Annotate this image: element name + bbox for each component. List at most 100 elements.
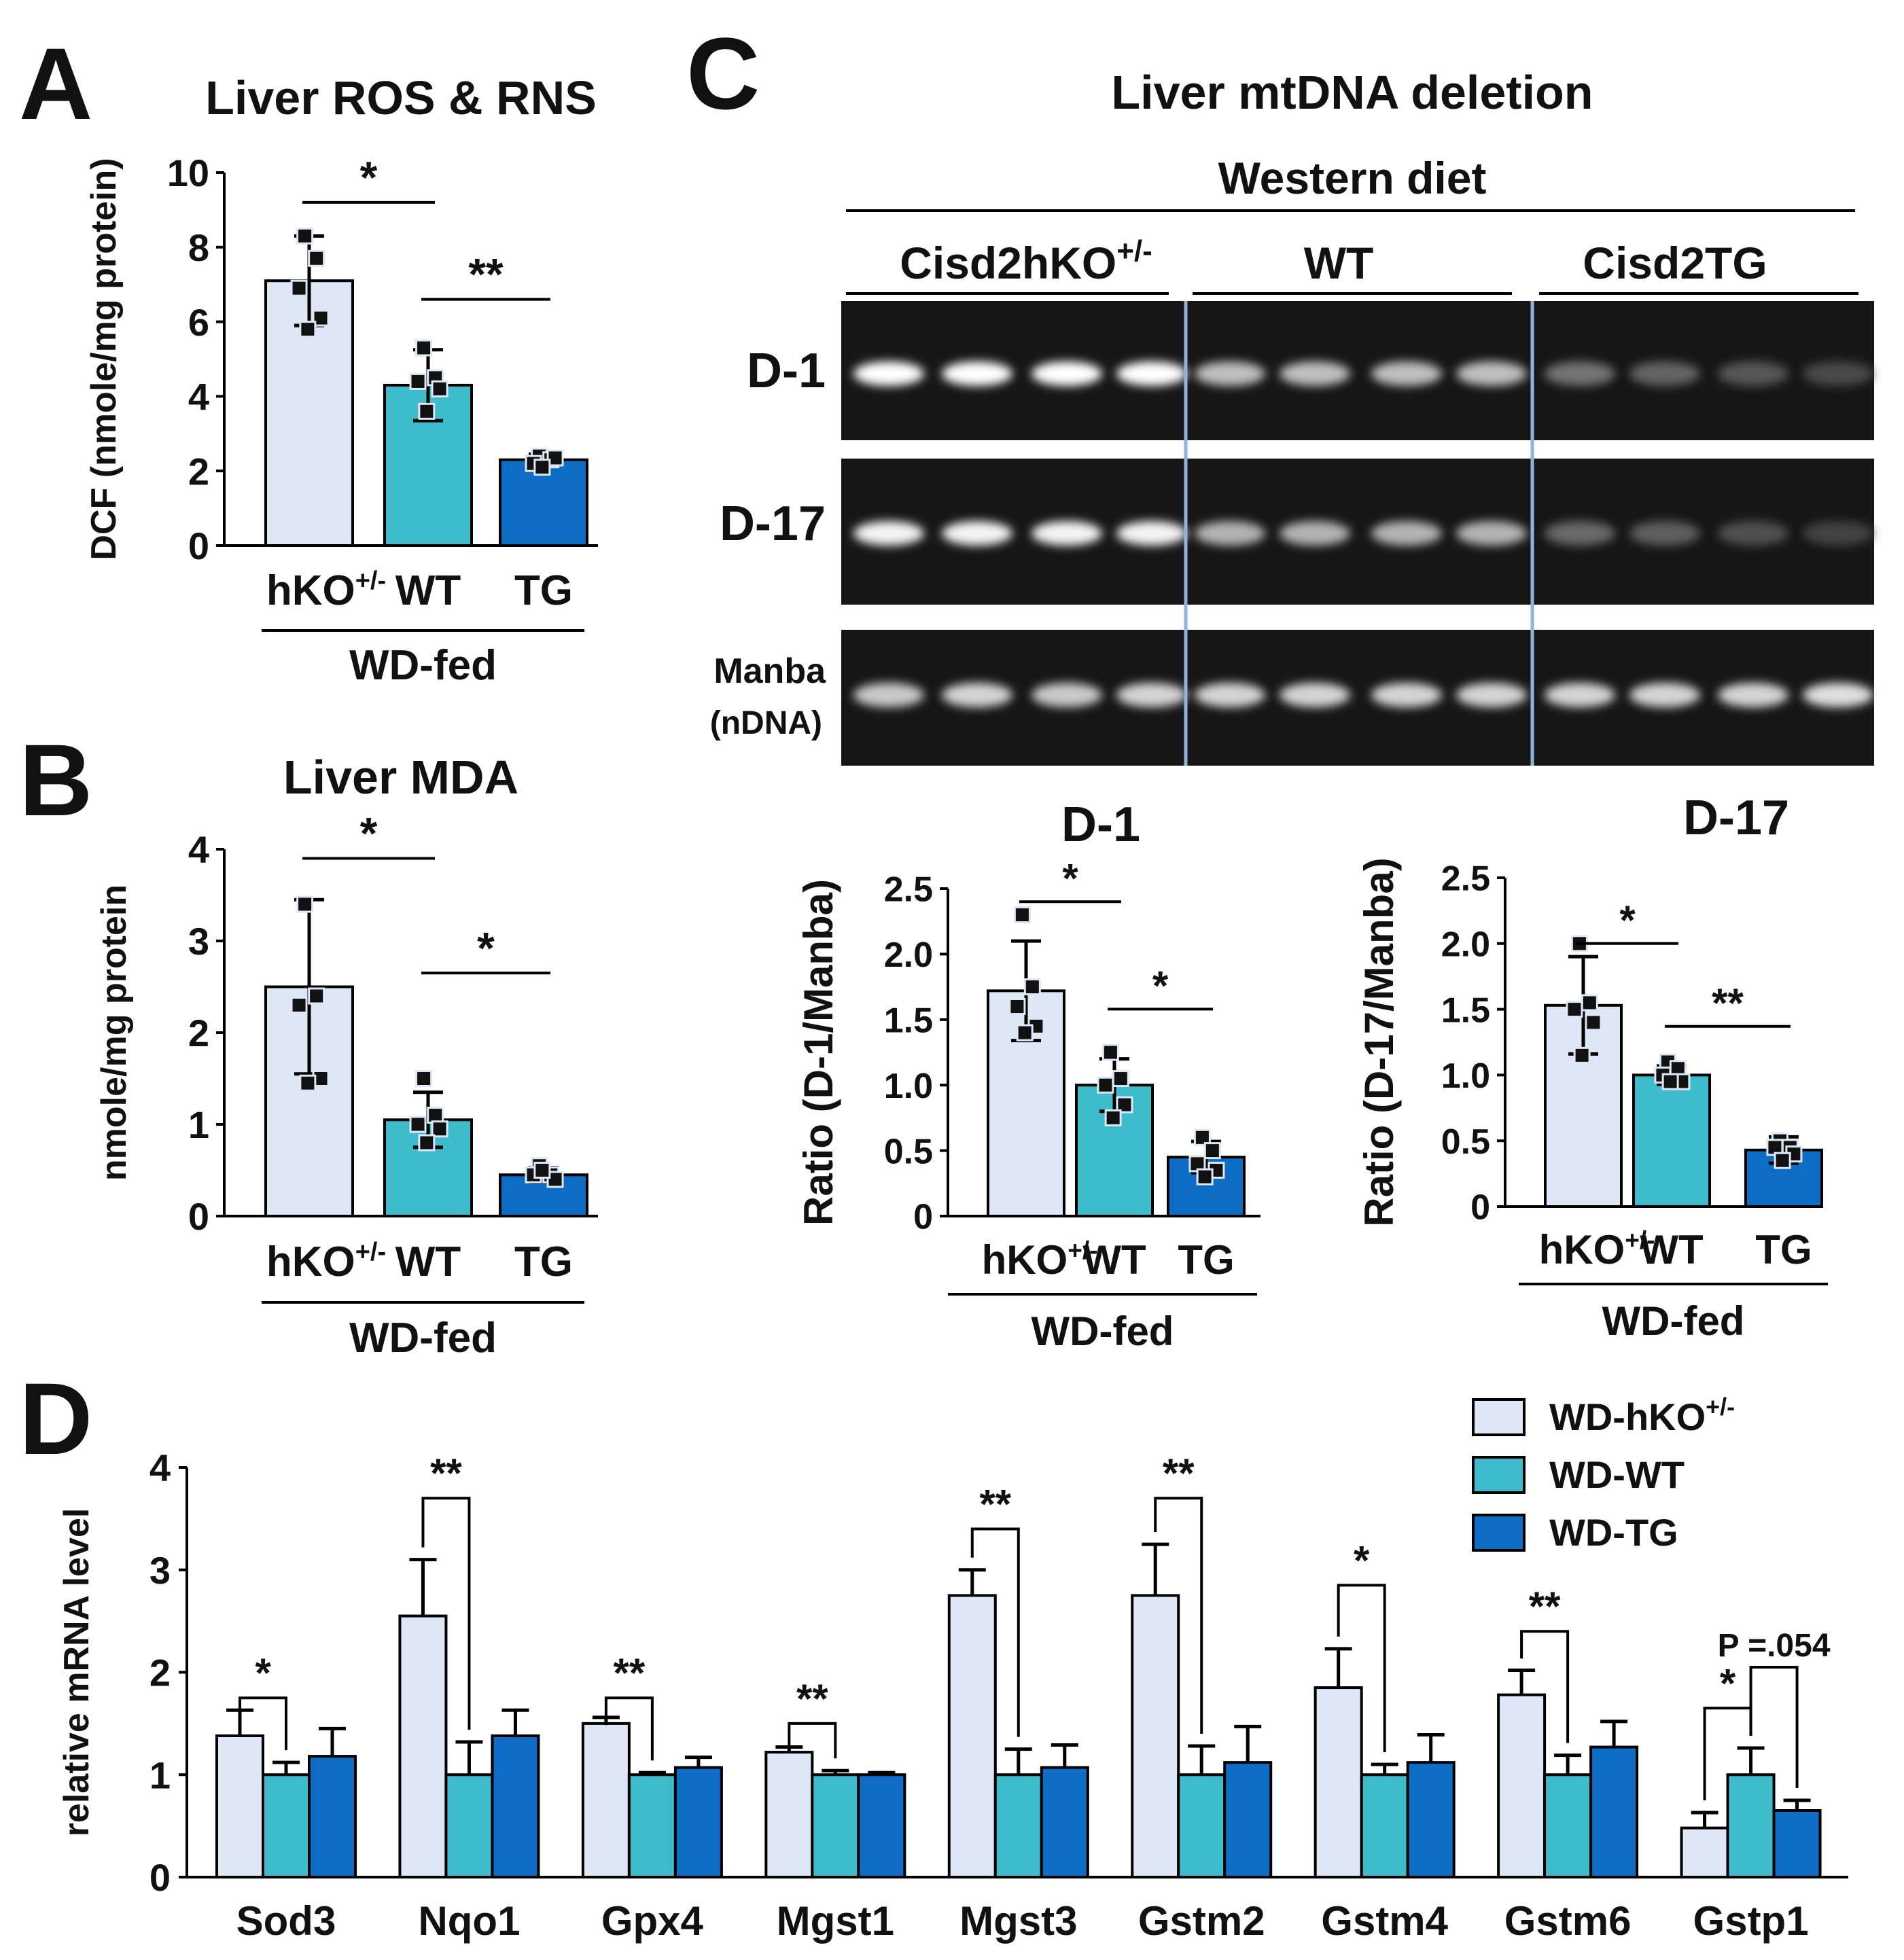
- x-tick-label-wt-text: WT: [1082, 1237, 1146, 1283]
- gel-band: [1280, 683, 1350, 707]
- y-tick-label: 0.5: [1441, 1122, 1490, 1162]
- data-point-wt: [1112, 1070, 1129, 1088]
- data-point-wt: [1097, 1076, 1114, 1094]
- x-tick-label: Nqo1: [418, 1898, 520, 1944]
- y-axis-label: DCF (nmole/mg protein): [84, 158, 124, 560]
- data-point-hko: [1585, 1014, 1602, 1031]
- x-tick-label-tg-text: TG: [514, 567, 573, 614]
- y-tick-label: 4: [188, 376, 209, 418]
- bar-tg: [491, 1734, 540, 1879]
- gel-band: [1545, 683, 1615, 707]
- gel-band: [1456, 683, 1527, 707]
- x-tick-label-tg: TG: [514, 567, 573, 614]
- x-tick-label-tg-text: TG: [1178, 1237, 1234, 1283]
- x-tick-label: Gstm2: [1138, 1898, 1265, 1944]
- gel-band: [942, 521, 1012, 546]
- gel-band: [942, 683, 1012, 707]
- bar-tg: [673, 1766, 723, 1879]
- bar-tg: [1223, 1761, 1273, 1878]
- gel-band: [853, 683, 924, 707]
- bar-hko: [1131, 1594, 1180, 1878]
- gel-band: [1280, 521, 1350, 546]
- bar-hko: [764, 1751, 814, 1878]
- y-tick-label: 2: [188, 1012, 209, 1054]
- significance-label: **: [468, 249, 504, 300]
- gel-band: [1371, 361, 1442, 386]
- significance-label: **: [979, 1481, 1011, 1527]
- data-point-wt: [415, 339, 433, 357]
- significance-label: *: [255, 1650, 271, 1696]
- significance-label: **: [1163, 1450, 1195, 1496]
- significance-bracket: [1749, 1665, 1799, 1788]
- gel-band: [1032, 521, 1102, 546]
- x-tick-label-hko-text: hKO: [982, 1237, 1068, 1283]
- x-tick-label: Gpx4: [601, 1898, 704, 1944]
- y-tick-label: 1: [188, 1103, 209, 1146]
- significance-bracket: [421, 1497, 471, 1730]
- gel-band: [1803, 521, 1873, 546]
- gel-band: [1456, 361, 1527, 386]
- panel-letter-b: B: [19, 723, 92, 837]
- x-tick-label-hko-text: hKO: [266, 567, 355, 614]
- x-tick-label-wt-text: WT: [1640, 1227, 1703, 1272]
- x-tick-label-hko-sup: +/-: [1068, 1236, 1097, 1264]
- legend-label-hko: WD-hKO+/-: [1549, 1393, 1735, 1438]
- significance-label: *: [1720, 1660, 1736, 1706]
- data-point-hko: [1013, 906, 1031, 924]
- significance-label: *: [360, 808, 378, 859]
- gel-row-label-manba: Manba: [713, 652, 826, 691]
- bar-wt: [1177, 1773, 1227, 1878]
- y-tick-label: 3: [188, 920, 209, 963]
- gel-band: [1803, 683, 1873, 707]
- bar-hko: [398, 1614, 448, 1878]
- data-point-hko: [308, 249, 325, 267]
- chart-mrna-levels: relative mRNA level 0 1 2 3 4 Sod3 Nqo1 Gpx4 Mgst…: [57, 1393, 1848, 1944]
- x-tick-label-tg: TG: [1755, 1227, 1812, 1272]
- y-tick-label: 8: [188, 226, 209, 269]
- gel-title: Liver mtDNA deletion: [1111, 66, 1593, 119]
- y-tick-label: 1.5: [884, 1001, 933, 1041]
- data-point-wt: [427, 1107, 444, 1124]
- data-point-tg: [546, 449, 564, 467]
- group-label: WD-fed: [349, 642, 497, 689]
- y-axis-label: Ratio (D-1/Manba): [796, 879, 841, 1226]
- y-tick-label: 2.0: [1441, 925, 1490, 965]
- bar-wt: [262, 1773, 311, 1878]
- bar-hko: [1497, 1693, 1547, 1879]
- y-tick-label: 2.0: [884, 936, 933, 975]
- data-point-tg: [1203, 1142, 1221, 1160]
- significance-label: **: [1712, 980, 1744, 1026]
- panel-letter-d: D: [19, 1361, 92, 1476]
- significance-bracket: [788, 1722, 837, 1759]
- y-tick-label: 0: [149, 1856, 171, 1899]
- gel-group-wt: WT: [1304, 238, 1374, 288]
- x-tick-label-wt: WT: [1082, 1237, 1146, 1283]
- significance-label: **: [430, 1450, 462, 1496]
- x-tick-label-wt: WT: [1640, 1227, 1703, 1272]
- gel-band: [1116, 361, 1187, 386]
- data-point-wt: [418, 1134, 436, 1152]
- gel-band: [1545, 521, 1615, 546]
- data-point-wt: [1116, 1096, 1133, 1113]
- y-tick-label: 10: [167, 152, 209, 194]
- gel-panel: Liver mtDNA deletion Western diet Cisd2h…: [710, 66, 1874, 766]
- x-tick-label-tg-text: TG: [1755, 1227, 1812, 1272]
- gel-band: [1629, 683, 1700, 707]
- y-tick-label: 1.0: [884, 1067, 933, 1106]
- y-axis-label: nmole/mg protein: [94, 885, 134, 1181]
- y-tick-label: 0: [188, 1195, 209, 1238]
- y-tick-label: 4: [188, 828, 209, 871]
- significance-bracket: [604, 1696, 654, 1761]
- data-point-hko: [290, 997, 308, 1014]
- bar-tg: [857, 1773, 906, 1878]
- significance-label: **: [614, 1650, 646, 1696]
- bar-hko: [1314, 1686, 1363, 1879]
- gel-band: [1371, 521, 1442, 546]
- gel-group-tg: Cisd2TG: [1583, 238, 1767, 288]
- gel-band: [1718, 361, 1788, 386]
- legend-label-hko-text: WD-hKO: [1549, 1395, 1706, 1438]
- gel-strip-manba: [841, 630, 1874, 766]
- data-point-wt: [431, 380, 448, 397]
- gel-band: [1803, 361, 1873, 386]
